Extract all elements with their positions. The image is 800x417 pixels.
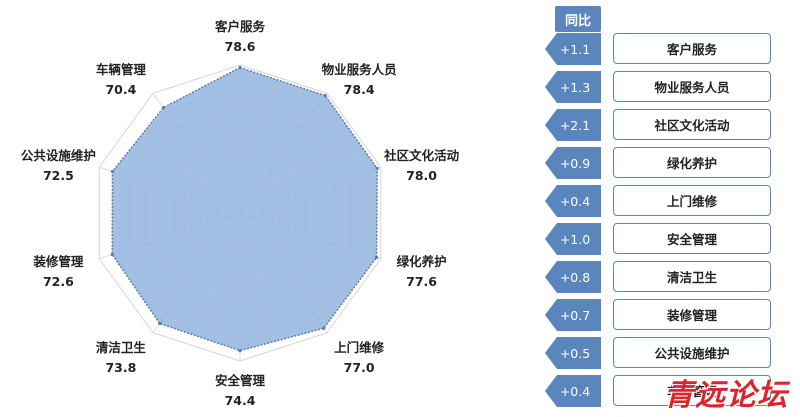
data-point [322,326,326,330]
axis-label: 社区文化活动 [383,148,460,163]
value-label: 72.6 [43,274,74,289]
yoy-legend: 同比 +1.1 客户服务 +1.3 物业服务人员 +2.1 社区文化活动 +0.9 绿化养护 +… [545,0,785,417]
category-label: 上门维修 [613,185,771,216]
value-label: 70.4 [105,82,136,97]
value-label: 78.6 [225,39,256,54]
radar-series-area [111,66,378,352]
axis-label: 车辆管理 [96,62,147,77]
grid-ring-overlay [221,193,259,233]
grid-ring-overlay [204,175,276,251]
axis-label: 绿化养护 [397,254,447,269]
grid-ring-overlay [186,156,294,270]
value-label: 78.0 [406,168,437,183]
value-label: 73.8 [105,360,136,375]
axis-label: 清洁卫生 [96,340,147,355]
data-point [110,169,115,174]
axis-label: 公共设施维护 [21,148,96,163]
data-point [158,321,162,326]
axis-label: 安全管理 [215,373,266,388]
grid-ring-overlay [151,119,329,307]
legend-row: +0.9 绿化养护 [545,147,785,179]
data-point [238,349,242,353]
value-label: 72.5 [43,168,74,183]
legend-row: +0.4 上门维修 [545,185,785,217]
category-label: 安全管理 [613,223,771,254]
data-point [238,65,242,70]
category-label: 客户服务 [613,33,771,64]
grid-ring-overlay [169,138,311,288]
legend-row: +0.8 清洁卫生 [545,261,785,293]
legend-row: +1.3 物业服务人员 [545,71,785,103]
yoy-change-badge: +1.3 [545,71,601,103]
value-label: 74.4 [225,393,256,408]
category-label: 物业服务人员 [613,71,771,102]
category-label: 绿化养护 [613,147,771,178]
data-point [375,166,379,171]
radar-chart: 客户服务 78.6 物业服务人员 78.4 社区文化活动 78.0 绿化养护 77.6 上门维修… [21,19,460,408]
axis-label: 物业服务人员 [322,62,398,77]
data-point [110,252,114,257]
yoy-change-badge: +2.1 [545,109,601,141]
yoy-change-badge: +0.8 [545,261,601,293]
value-label: 78.4 [344,82,375,97]
data-point [161,106,166,110]
data-point [374,255,379,259]
data-point [323,94,327,98]
yoy-change-badge: +0.4 [545,375,601,407]
yoy-change-badge: +1.0 [545,223,601,255]
yoy-change-badge: +0.7 [545,299,601,331]
value-label: 77.0 [344,360,375,375]
yoy-change-badge: +0.9 [545,147,601,179]
legend-row: +0.5 公共设施维护 [545,337,785,369]
legend-row: +2.1 社区文化活动 [545,109,785,141]
legend-row: +1.0 安全管理 [545,223,785,255]
category-label: 公共设施维护 [613,337,771,368]
yoy-change-badge: +0.4 [545,185,601,217]
category-label: 装修管理 [613,299,771,330]
legend-row: +0.7 装修管理 [545,299,785,331]
yoy-change-badge: +0.5 [545,337,601,369]
legend-row: +1.1 客户服务 [545,33,785,65]
category-label: 清洁卫生 [613,261,771,292]
yoy-header: 同比 [555,6,601,32]
axis-label: 客户服务 [214,19,266,34]
category-label: 车辆管理 [613,375,771,406]
axis-label: 装修管理 [32,254,84,269]
category-label: 社区文化活动 [613,109,771,140]
yoy-change-badge: +1.1 [545,33,601,65]
legend-row: +0.4 车辆管理 [545,375,785,407]
grid-ring-overlay [116,82,364,344]
value-label: 77.6 [406,274,437,289]
forum-watermark: 青远论坛 [664,378,788,413]
grid-ring-overlay [133,101,347,325]
axis-label: 上门维修 [334,340,385,355]
